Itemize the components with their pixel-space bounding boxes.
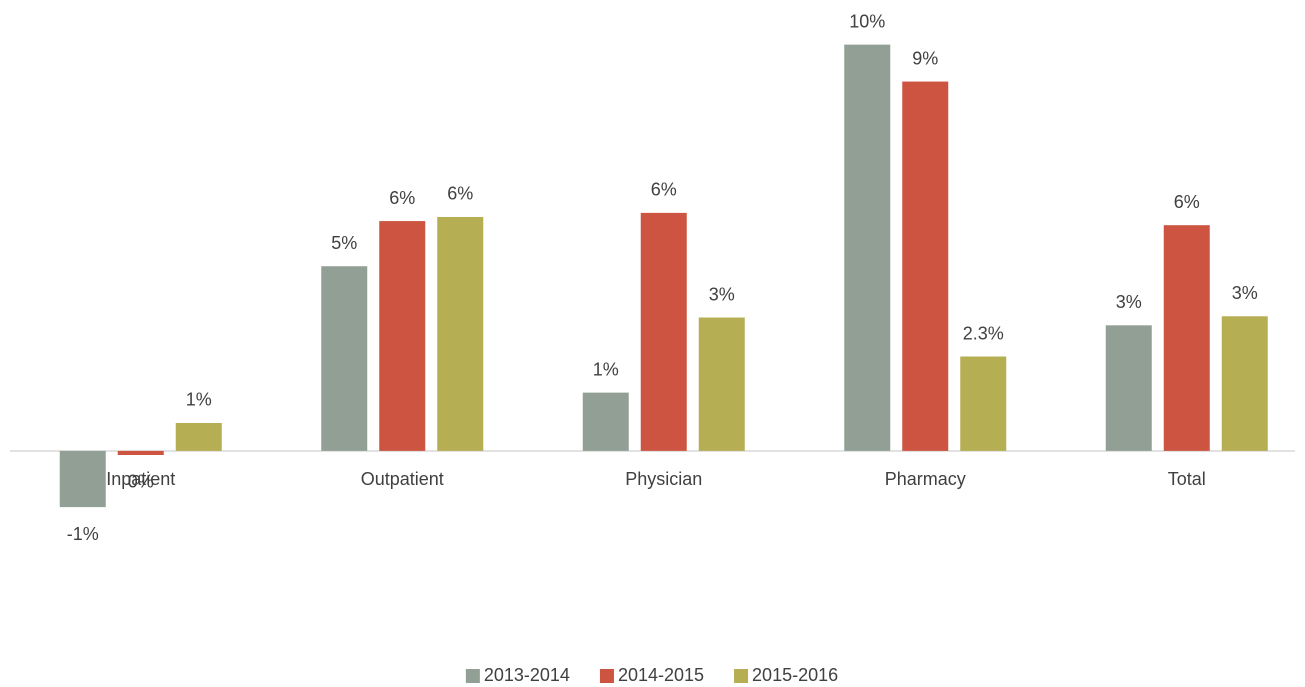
bar	[1105, 325, 1152, 451]
data-label: 6%	[651, 180, 677, 200]
legend-swatch	[465, 669, 480, 683]
data-label: 3%	[1116, 292, 1142, 312]
x-tick-label: Pharmacy	[885, 469, 966, 489]
bar	[582, 392, 629, 451]
data-label: 0%	[128, 472, 154, 492]
bar	[437, 216, 484, 451]
data-label: 10%	[849, 11, 885, 31]
x-tick-label: Outpatient	[361, 469, 444, 489]
data-label: 6%	[1174, 192, 1200, 212]
data-label: 3%	[709, 284, 735, 304]
bar	[640, 212, 687, 451]
x-tick-label: Physician	[625, 469, 702, 489]
legend-label: 2014-2015	[618, 665, 704, 685]
x-tick-label: Total	[1168, 469, 1206, 489]
data-label: 5%	[331, 233, 357, 253]
bar	[175, 422, 222, 451]
bar	[698, 317, 745, 451]
bar	[844, 44, 891, 451]
x-tick-label: Inpatient	[106, 469, 175, 489]
bar	[902, 81, 949, 451]
bar	[59, 450, 106, 508]
bar	[960, 356, 1007, 451]
data-label: 6%	[447, 184, 473, 204]
data-label: 2.3%	[963, 323, 1004, 343]
data-label: 9%	[912, 48, 938, 68]
data-label: 1%	[186, 390, 212, 410]
bar	[321, 266, 368, 451]
bar	[379, 221, 426, 451]
legend-swatch	[734, 669, 749, 683]
data-label: 3%	[1232, 283, 1258, 303]
bar	[117, 450, 164, 455]
legend-label: 2015-2016	[752, 665, 838, 685]
bar	[1221, 316, 1268, 451]
data-label: 1%	[593, 359, 619, 379]
legend-swatch	[599, 669, 614, 683]
data-label: 6%	[389, 188, 415, 208]
data-label: -1%	[67, 524, 99, 544]
legend-label: 2013-2014	[484, 665, 570, 685]
bar	[1163, 225, 1210, 451]
